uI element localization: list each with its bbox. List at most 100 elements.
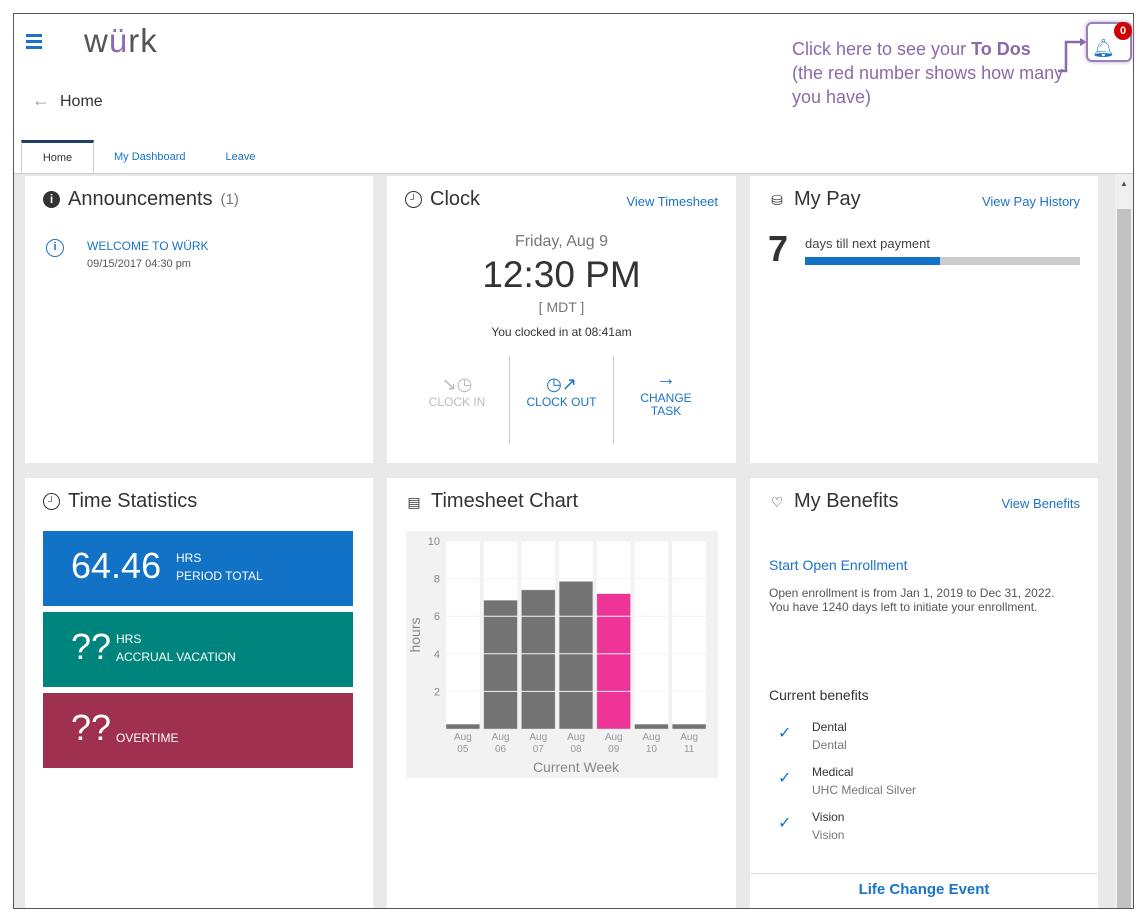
back-arrow-icon[interactable]: ← [32, 90, 50, 110]
bell-icon: 🔔︎ [1092, 38, 1115, 58]
card-title: Clock [430, 188, 481, 210]
days-till-payment: 7 [768, 228, 789, 269]
view-pay-history-link[interactable]: View Pay History [981, 194, 1080, 209]
my-benefits-card: ♡ My Benefits View Benefits Start Open En… [750, 478, 1098, 908]
wurk-logo: würk [84, 22, 158, 59]
card-title: Announcements [68, 188, 213, 210]
x-tick-label: 05 [457, 744, 469, 755]
chart-column-bg [446, 541, 480, 729]
y-axis-label: hours [407, 617, 423, 652]
clock-status: You clocked in at 08:41am [491, 325, 632, 339]
check-icon: ✓ [778, 725, 792, 742]
info-circle-icon: i [46, 239, 64, 257]
heart-pulse-icon: ♡ [770, 493, 784, 510]
chart-column-bg [634, 541, 669, 729]
scrollbar[interactable]: ▲ [1115, 174, 1133, 908]
x-tick-label: 06 [495, 744, 507, 755]
card-title: My Benefits [794, 490, 899, 512]
check-icon: ✓ [778, 770, 792, 787]
x-tick-label: Aug [605, 732, 623, 743]
life-change-event-link[interactable]: Life Change Event [858, 881, 990, 898]
clock-time: 12:30 PM [482, 254, 641, 295]
stat-accrual-vacation: ?? HRS ACCRUAL VACATION [43, 612, 353, 687]
x-tick-label: Aug [567, 732, 585, 743]
timesheet-bar-chart: 246810Aug05Aug06Aug07Aug08Aug09Aug10Aug1… [406, 531, 718, 778]
annotation-arrow-icon [1058, 38, 1087, 73]
chart-bar [596, 593, 631, 730]
chart-bar [521, 589, 556, 730]
clock-timezone: [ MDT ] [538, 299, 585, 315]
chart-bar [634, 723, 669, 730]
y-tick-label: 4 [434, 649, 440, 661]
x-tick-label: 11 [684, 744, 695, 755]
app-window: würk ← Home Home My Dashboard Leave i Ann… [13, 13, 1134, 909]
info-icon: i [43, 191, 60, 208]
change-task-button[interactable]: → CHANGE TASK [614, 366, 718, 418]
clock-in-button[interactable]: ↘◷ CLOCK IN [405, 374, 509, 409]
benefit-item: Vision Vision [812, 810, 845, 842]
current-benefits-label: Current benefits [769, 687, 869, 703]
y-tick-label: 10 [428, 536, 440, 548]
x-tick-label: Aug [680, 732, 698, 743]
benefit-item: Medical UHC Medical Silver [812, 765, 917, 797]
todo-bell-button[interactable]: 🔔︎ [1086, 22, 1132, 62]
time-statistics-card: ┘ Time Statistics 64.46 HRS PERIOD TOTAL ??… [25, 478, 373, 908]
announcements-card: i Announcements (1) i WELCOME TO WÜRK 09/1… [25, 176, 373, 463]
announcement-count: (1) [220, 191, 239, 208]
timesheet-icon: ▤ [407, 493, 421, 510]
hamburger-menu-icon[interactable] [26, 34, 42, 50]
x-tick-label: Aug [643, 732, 661, 743]
view-timesheet-link[interactable]: View Timesheet [626, 194, 718, 209]
tab-home[interactable]: Home [21, 140, 94, 174]
y-tick-label: 6 [434, 611, 440, 623]
clock-icon: ┘ [43, 493, 60, 510]
x-axis-label: Current Week [533, 759, 620, 775]
announcement-link[interactable]: WELCOME TO WÜRK [87, 239, 209, 253]
benefit-item: Dental Dental [812, 720, 847, 752]
y-tick-label: 8 [434, 574, 440, 586]
x-tick-label: Aug [492, 732, 510, 743]
tab-leave[interactable]: Leave [225, 151, 256, 163]
view-benefits-link[interactable]: View Benefits [1001, 496, 1080, 511]
my-pay-card: ⛁ My Pay View Pay History 7 days till nex… [750, 176, 1098, 463]
card-title: My Pay [794, 188, 861, 210]
scroll-up-icon[interactable]: ▲ [1120, 179, 1128, 188]
check-icon: ✓ [778, 815, 792, 832]
todo-count-badge: 0 [1114, 22, 1132, 40]
coins-icon: ⛁ [771, 191, 783, 208]
clock-card: ┘ Clock View Timesheet Friday, Aug 9 12:3… [387, 176, 736, 463]
clock-out-icon: ◷↗ [546, 374, 577, 394]
arrow-right-icon: → [656, 368, 676, 390]
tab-bar: Home My Dashboard Leave [21, 140, 276, 174]
stat-overtime: ?? OVERTIME [43, 693, 353, 768]
clock-icon: ┘ [405, 191, 422, 208]
enrollment-text: Open enrollment is from Jan 1, 2019 to D… [769, 586, 1055, 614]
chart-column-bg [672, 541, 706, 729]
timesheet-chart-card: ▤ Timesheet Chart 2 4 6 8 10 Aug 05 Aug 06 Aug 07 Au… [387, 478, 736, 908]
card-title: Time Statistics [68, 490, 198, 512]
pay-progress-bar [805, 257, 1080, 265]
stat-period-total: 64.46 HRS PERIOD TOTAL [43, 531, 353, 606]
scrollbar-thumb[interactable] [1117, 209, 1131, 908]
x-tick-label: 07 [533, 744, 545, 755]
days-label: days till next payment [805, 236, 931, 251]
chart-bar [445, 723, 480, 730]
x-tick-label: 08 [570, 744, 582, 755]
start-open-enrollment-link[interactable]: Start Open Enrollment [769, 557, 908, 573]
clock-date: Friday, Aug 9 [514, 233, 609, 250]
dashboard-content: i Announcements (1) i WELCOME TO WÜRK 09/1… [14, 173, 1133, 908]
todo-annotation: Click here to see your To Dos (the red nu… [792, 39, 1064, 107]
tab-my-dashboard[interactable]: My Dashboard [114, 151, 186, 163]
y-tick-label: 2 [434, 686, 440, 698]
chart-bar [558, 581, 594, 730]
chart-bar [483, 599, 518, 730]
x-tick-label: Aug [454, 732, 472, 743]
clock-out-button[interactable]: ◷↗ CLOCK OUT [510, 374, 613, 409]
page-title: Home [60, 93, 103, 110]
x-tick-label: 09 [608, 744, 620, 755]
clock-in-icon: ↘◷ [441, 374, 473, 394]
x-tick-label: Aug [529, 732, 547, 743]
x-tick-label: 10 [646, 744, 658, 755]
chart-bar [672, 723, 707, 730]
announcement-date: 09/15/2017 04:30 pm [87, 258, 191, 270]
